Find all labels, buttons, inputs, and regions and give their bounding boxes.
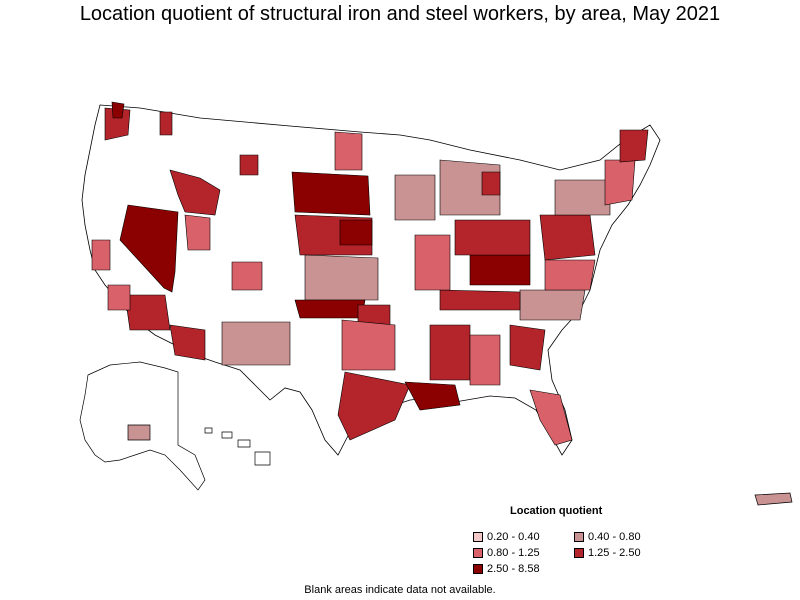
- region-gulf-coast: [404, 381, 461, 411]
- legend-swatch: [574, 532, 584, 542]
- region-arizona-south: [124, 294, 171, 331]
- region-california-bay: [91, 239, 111, 271]
- region-texas-coast: [337, 371, 411, 441]
- region-washington-north: [111, 101, 125, 119]
- hawaii-island-4: [254, 451, 271, 466]
- region-virginia: [544, 259, 596, 291]
- legend-title: Location quotient: [510, 505, 603, 517]
- region-alabama: [469, 334, 501, 386]
- region-nebraska-east: [339, 219, 373, 246]
- region-mississippi: [429, 324, 471, 381]
- footnote: Blank areas indicate data not available.: [304, 584, 496, 596]
- region-oklahoma: [294, 299, 366, 319]
- legend-item: 0.80 - 1.25: [473, 547, 540, 559]
- region-kentucky: [469, 254, 531, 286]
- region-new-england: [604, 159, 636, 206]
- region-dakota-east: [334, 131, 363, 171]
- region-texas-east: [341, 319, 396, 371]
- region-nevada: [119, 204, 179, 293]
- region-montana-west: [159, 111, 173, 136]
- region-kansas: [304, 254, 379, 301]
- legend-label: 0.20 - 0.40: [487, 531, 540, 543]
- legend-label: 0.80 - 1.25: [487, 547, 540, 559]
- region-colorado: [231, 261, 263, 291]
- legend-swatch: [473, 564, 483, 574]
- region-montana-south: [239, 154, 259, 176]
- region-wisconsin: [394, 174, 436, 221]
- map-title: Location quotient of structural iron and…: [79, 3, 721, 25]
- region-maine: [619, 129, 649, 163]
- legend-item: 0.20 - 0.40: [473, 531, 540, 543]
- region-carolinas: [519, 289, 586, 321]
- legend-label: 1.25 - 2.50: [588, 547, 641, 559]
- region-michigan-east: [481, 171, 501, 196]
- legend-swatch: [574, 548, 584, 558]
- region-new-mexico: [221, 321, 291, 366]
- region-new-york: [554, 179, 611, 216]
- region-illinois: [414, 234, 451, 291]
- hawaii-island-1: [204, 427, 213, 434]
- legend-label: 0.40 - 0.80: [588, 531, 641, 543]
- region-indiana-ohio: [454, 219, 531, 256]
- region-florida: [529, 389, 573, 446]
- hawaii-island-3: [237, 439, 251, 448]
- map-regions: [91, 101, 649, 446]
- legend-item: 1.25 - 2.50: [574, 547, 641, 559]
- puerto-rico: [754, 492, 793, 506]
- legend-swatch: [473, 532, 483, 542]
- region-idaho-east: [169, 169, 221, 216]
- puerto-rico-outline: [754, 492, 793, 506]
- region-california-south: [107, 284, 131, 311]
- region-mid-atlantic: [539, 214, 596, 261]
- legend-swatch: [473, 548, 483, 558]
- region-tennessee: [439, 289, 521, 311]
- hawaii-island-2: [221, 431, 233, 439]
- region-arizona-east: [169, 324, 206, 361]
- hawaii: [204, 427, 271, 466]
- alaska: [79, 361, 206, 491]
- legend-item: 0.40 - 0.80: [574, 531, 641, 543]
- region-north-dakota: [291, 171, 371, 216]
- legend-item: 2.50 - 8.58: [473, 563, 540, 575]
- region-georgia: [509, 324, 546, 371]
- alaska-region-anchorage: [127, 424, 151, 441]
- region-utah: [184, 214, 211, 251]
- legend-label: 2.50 - 8.58: [487, 563, 540, 575]
